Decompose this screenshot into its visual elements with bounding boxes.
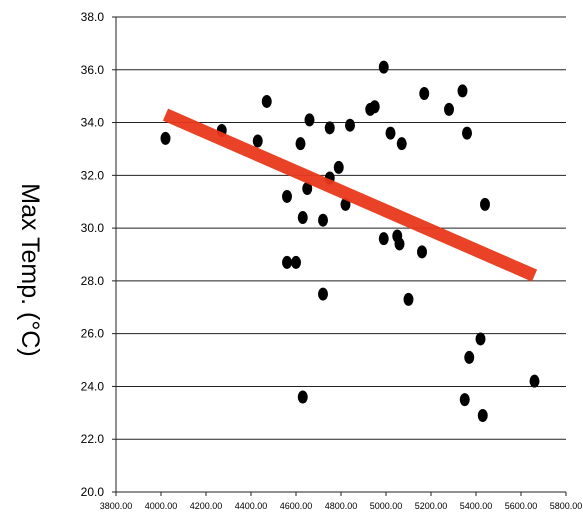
x-tick-label: 4600.00	[280, 501, 313, 511]
data-point	[385, 126, 396, 140]
y-tick-label: 22.0	[81, 432, 105, 446]
trendline-line	[162, 108, 538, 282]
data-point	[464, 350, 475, 364]
data-point	[378, 232, 389, 246]
data-point	[378, 60, 389, 74]
data-point	[396, 137, 407, 151]
data-point	[295, 137, 306, 151]
y-tick-label: 30.0	[81, 221, 105, 235]
data-point	[477, 408, 488, 422]
y-axis-label: Max Temp. (°C)	[16, 183, 44, 356]
x-tick-label: 4200.00	[190, 501, 223, 511]
data-point	[462, 126, 472, 140]
data-point	[297, 211, 308, 225]
data-point	[417, 245, 427, 259]
y-tick-label: 24.0	[81, 379, 105, 393]
data-point	[403, 292, 414, 306]
data-point	[444, 102, 454, 116]
data-point	[282, 189, 292, 203]
x-tick-label: 3800.00	[100, 501, 133, 511]
x-tick-labels: 3800.00 4000.00 4200.00 4400.00 4600.00 4800.…	[100, 492, 583, 511]
data-point	[394, 237, 405, 251]
y-tick-label: 38.0	[81, 10, 105, 24]
data-point	[345, 118, 355, 132]
x-tick-label: 4000.00	[145, 501, 178, 511]
x-tick-label: 4400.00	[235, 501, 268, 511]
x-tick-label: 5400.00	[460, 501, 493, 511]
y-tick-label: 26.0	[81, 327, 105, 341]
y-tick-label: 34.0	[81, 116, 105, 130]
x-tick-label: 4800.00	[325, 501, 358, 511]
y-tick-labels: 20.0 22.0 24.0 26.0 28.0 30.0 32.0 34.0 36.0 38.0	[81, 10, 105, 499]
data-point	[369, 100, 380, 114]
data-point	[333, 160, 344, 174]
x-tick-label: 5600.00	[505, 501, 538, 511]
grid-lines	[112, 16, 566, 493]
data-point	[475, 332, 486, 346]
data-point	[302, 182, 313, 196]
x-tick-label: 5000.00	[370, 501, 403, 511]
data-point	[304, 113, 315, 127]
data-point	[291, 255, 301, 269]
data-point	[480, 197, 490, 211]
data-point	[282, 255, 292, 269]
data-point	[459, 393, 470, 407]
data-point	[252, 134, 263, 148]
data-point	[297, 390, 308, 404]
data-point	[160, 131, 171, 145]
data-point	[457, 84, 468, 98]
data-point	[419, 87, 430, 101]
y-tick-label: 20.0	[81, 485, 105, 499]
x-tick-label: 5200.00	[415, 501, 448, 511]
data-point	[261, 94, 272, 108]
data-point	[318, 287, 328, 301]
data-point	[529, 374, 540, 388]
trendline	[162, 108, 538, 282]
data-point	[318, 213, 328, 227]
y-tick-label: 36.0	[81, 63, 105, 77]
x-tick-label: 5800.00	[550, 501, 583, 511]
data-points	[160, 60, 540, 422]
y-tick-label: 32.0	[81, 168, 105, 182]
data-point	[324, 121, 335, 135]
y-tick-label: 28.0	[81, 274, 105, 288]
